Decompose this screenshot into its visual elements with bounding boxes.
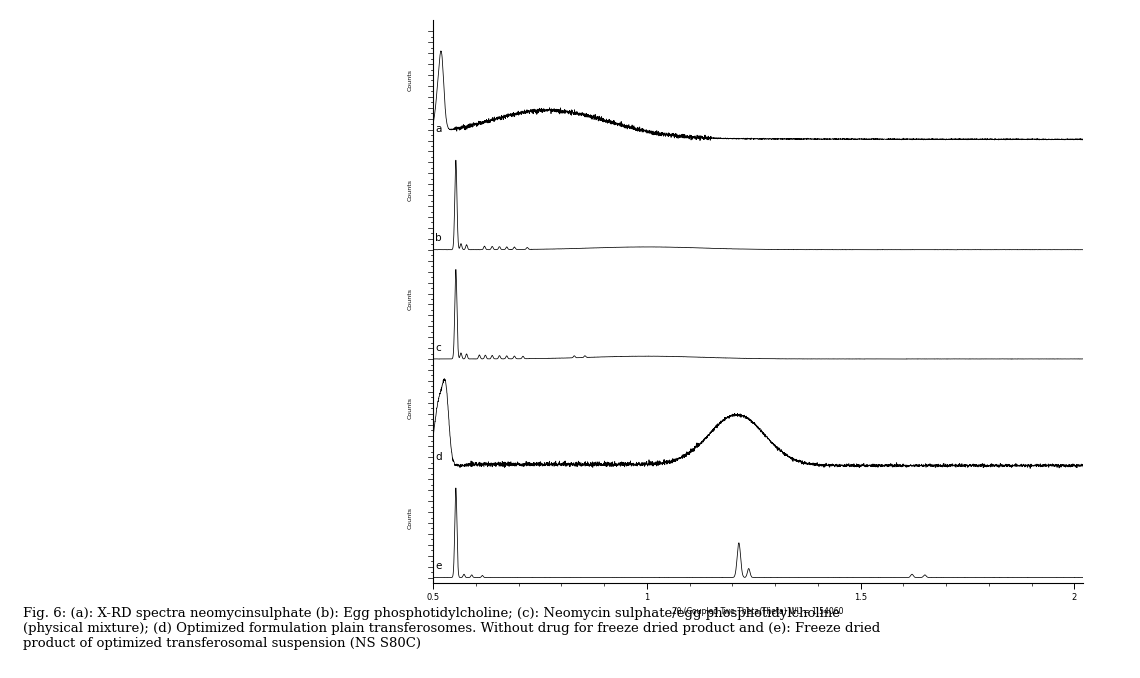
Text: Counts: Counts: [407, 506, 413, 529]
X-axis label: 2θ (Coupled Two Theta/Theta) WL = 1.54060: 2θ (Coupled Two Theta/Theta) WL = 1.5406…: [673, 607, 844, 616]
Text: Counts: Counts: [407, 288, 413, 310]
Text: Fig. 6: (a): X-RD spectra neomycinsulphate (b): Egg phosphotidylcholine; (c): Ne: Fig. 6: (a): X-RD spectra neomycinsulpha…: [23, 607, 880, 650]
Text: Counts: Counts: [407, 397, 413, 419]
Text: d: d: [435, 452, 442, 462]
Text: e: e: [435, 561, 441, 571]
Text: Counts: Counts: [407, 69, 413, 92]
Text: b: b: [435, 233, 442, 243]
Text: Counts: Counts: [407, 179, 413, 201]
Text: a: a: [435, 124, 441, 134]
Text: c: c: [435, 342, 441, 353]
